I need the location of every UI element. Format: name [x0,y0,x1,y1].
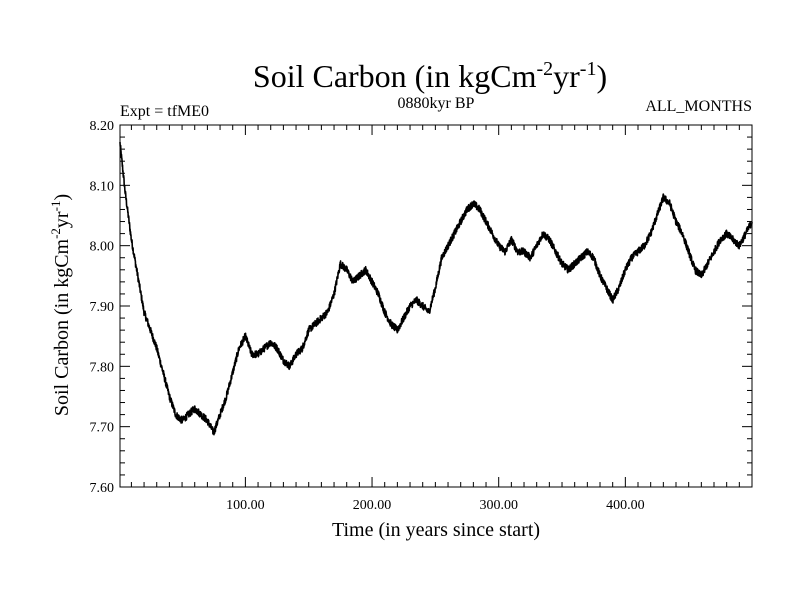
x-axis-label: Time (in years since start) [332,519,540,541]
months-label: ALL_MONTHS [645,98,752,115]
y-tick-label: 8.20 [90,119,115,134]
x-axis-ticks: 100.00 200.00 300.00 400.00 [130,125,740,513]
y-tick-label: 7.70 [90,421,115,436]
y-tick-label: 7.90 [90,300,115,315]
expt-label: Expt = tfME0 [120,103,209,120]
y-tick-label: 8.00 [90,240,115,255]
y-axis-ticks: 7.60 7.70 7.80 7.90 8.00 8.10 8.20 [90,119,752,496]
x-tick-label: 100.00 [226,498,265,513]
y-tick-label: 7.60 [90,481,115,496]
y-axis-label: Soil Carbon (in kgCm-2yr-1) [48,194,73,416]
chart-title: Soil Carbon (in kgCm-2yr-1) [253,58,607,94]
period-label: 0880kyr BP [398,95,475,112]
y-tick-label: 7.80 [90,360,115,375]
series-layer [119,141,753,436]
x-tick-label: 200.00 [353,498,392,513]
y-tick-label: 8.10 [90,179,115,194]
x-tick-label: 400.00 [606,498,645,513]
series-line [119,141,753,436]
x-tick-label: 300.00 [479,498,518,513]
